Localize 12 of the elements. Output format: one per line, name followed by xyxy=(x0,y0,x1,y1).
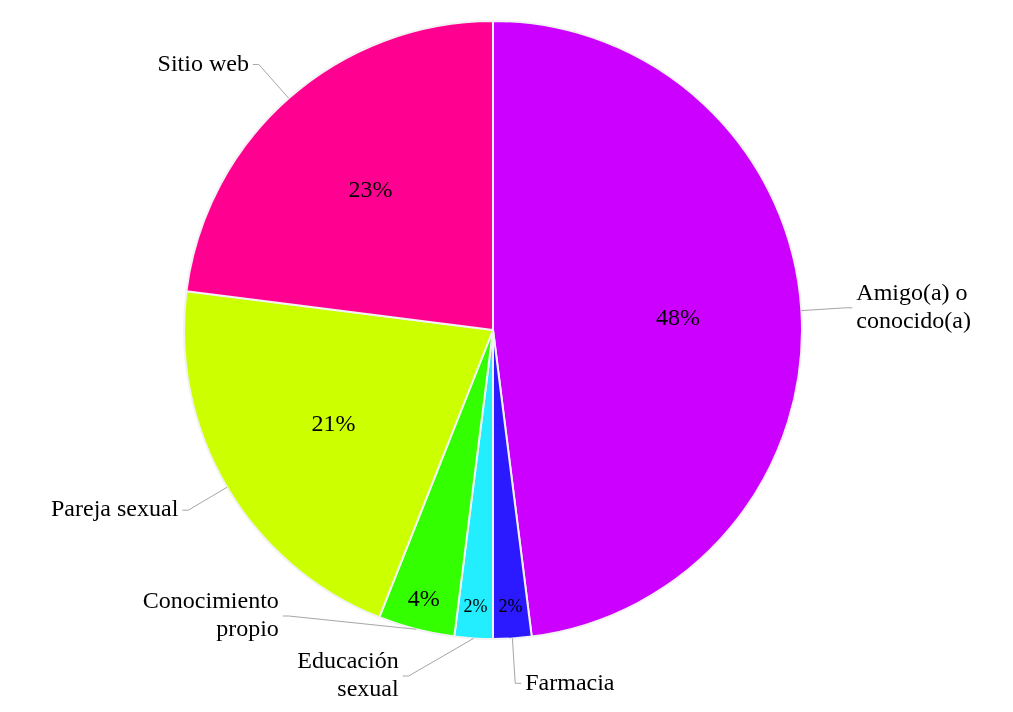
slice-label: Pareja sexual xyxy=(51,495,179,522)
slice-label: Sitio web xyxy=(157,49,249,76)
data-label: 2% xyxy=(498,596,523,617)
data-label: 23% xyxy=(348,176,393,203)
data-label: 48% xyxy=(656,303,701,330)
slice-label: Educación sexual xyxy=(297,647,399,702)
data-label: 2% xyxy=(463,596,488,617)
slice-label: Farmacia xyxy=(525,668,615,695)
slice-label: Conocimiento propio xyxy=(142,587,279,642)
slice-label: Amigo(a) o conocido(a) xyxy=(856,279,971,334)
data-label: 21% xyxy=(311,409,356,436)
data-label: 4% xyxy=(407,584,440,611)
